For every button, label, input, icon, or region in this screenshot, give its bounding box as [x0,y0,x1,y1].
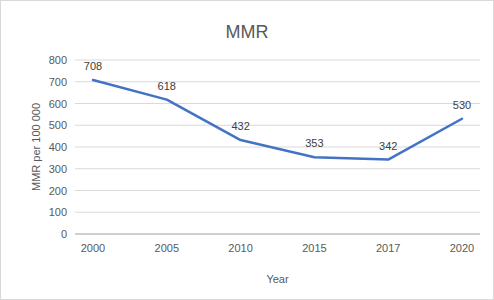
grid-line [75,190,480,191]
x-tick-label: 2015 [302,242,326,254]
x-tick-label: 2010 [228,242,252,254]
y-tick-label: 200 [49,185,67,197]
y-tick-label: 100 [49,206,67,218]
chart: MMR 0 100 200 300 400 500 600 700 800 2000 2005 2010… [0,0,494,300]
plot-area [93,80,462,160]
title: MMR [226,22,269,42]
y-tick-label: 800 [49,54,67,66]
grid-line [75,103,480,104]
grid-line [75,125,480,126]
x-tick-label: 2005 [155,242,179,254]
x-tick-label: 2017 [376,242,400,254]
grid-line [75,212,480,213]
data-label: 708 [84,60,102,72]
grid-line [75,168,480,169]
y-axis-label: MMR per 100 000 [30,103,42,191]
y-tick-label: 0 [61,228,67,240]
x-tick-label: 2000 [81,242,105,254]
x-axis [75,234,480,235]
y-tick-label: 600 [49,98,67,110]
x-axis-label: Year [266,273,289,285]
y-tick-label: 400 [49,141,67,153]
y-tick-label: 500 [49,119,67,131]
line-series [93,80,462,160]
y-tick-label: 300 [49,163,67,175]
grid-line [75,81,480,82]
chart-border [1,1,494,300]
data-label: 342 [379,140,397,152]
y-tick-label: 700 [49,76,67,88]
grid-line [75,60,480,61]
x-tick-label: 2020 [450,242,474,254]
data-label: 432 [231,120,249,132]
data-label: 353 [305,137,323,149]
data-label: 618 [158,80,176,92]
data-label: 530 [453,99,471,111]
grid-line [75,234,480,235]
